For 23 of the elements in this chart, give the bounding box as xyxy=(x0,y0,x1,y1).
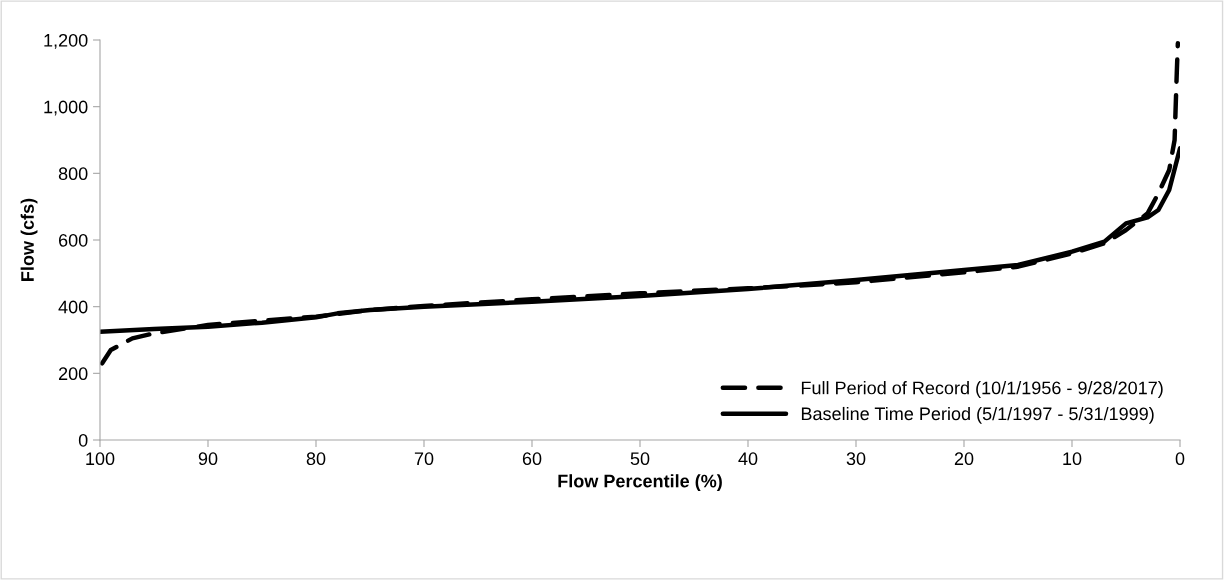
x-tick-label: 10 xyxy=(1063,452,1082,466)
x-tick-label: 30 xyxy=(846,452,866,466)
y-axis-title: Flow (cfs) xyxy=(20,198,38,281)
x-tick-label: 50 xyxy=(630,452,650,466)
x-tick-label: 70 xyxy=(414,452,434,466)
x-axis-title: Flow Percentile (%) xyxy=(558,474,722,492)
y-tick-label: 400 xyxy=(58,300,88,314)
y-tick-label: 1,000 xyxy=(44,100,88,116)
x-tick-label: 80 xyxy=(306,452,326,466)
legend-label: Full Period of Record (10/1/1956 - 9/28/2017) xyxy=(801,381,1163,398)
x-tick-label: 40 xyxy=(738,452,758,466)
x-tick-label: 20 xyxy=(954,452,974,466)
y-tick-label: 800 xyxy=(58,167,88,181)
y-tick-label: 0 xyxy=(78,433,88,447)
x-tick-label: 0 xyxy=(1175,452,1185,466)
x-tick-label: 60 xyxy=(522,452,542,466)
legend-label: Baseline Time Period (5/1/1997 - 5/31/1999) xyxy=(801,406,1154,424)
x-tick-label: 90 xyxy=(198,452,218,466)
line-series xyxy=(100,41,1180,366)
y-tick-label: 200 xyxy=(58,367,88,381)
y-tick-label: 600 xyxy=(58,233,88,247)
x-tick-label: 100 xyxy=(86,452,115,466)
y-tick-label: 1,200 xyxy=(44,33,88,49)
